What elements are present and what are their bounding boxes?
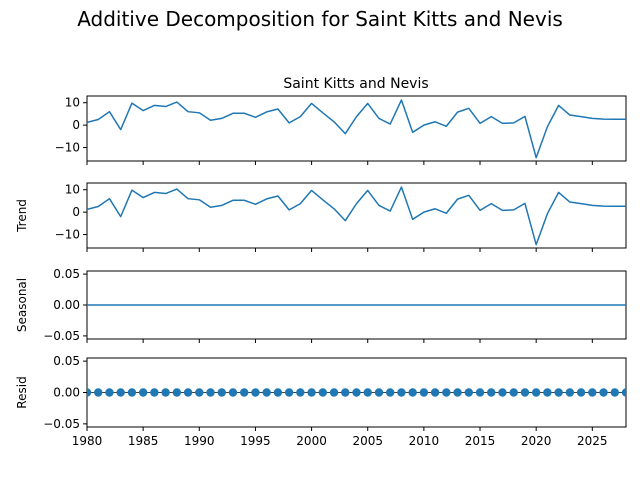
resid-point <box>150 388 159 397</box>
resid-point <box>397 388 406 397</box>
series-group-resid <box>87 388 626 397</box>
x-tick-label: 2000 <box>296 434 327 448</box>
y-axis-label-trend: Trend <box>15 199 29 233</box>
y-axis-label-seasonal: Seasonal <box>15 278 29 332</box>
resid-point <box>172 388 182 397</box>
y-tick-label-seasonal: −0.05 <box>43 329 80 343</box>
resid-point <box>576 388 586 397</box>
x-tick-label: 1990 <box>184 434 215 448</box>
panel-observed: 10 0 −10 <box>55 95 627 165</box>
resid-point <box>195 388 204 397</box>
resid-point <box>408 388 417 397</box>
chart-title: Saint Kitts and Nevis <box>283 76 428 92</box>
resid-point <box>565 388 575 397</box>
y-axis-label-resid: Resid <box>15 376 29 408</box>
panel-trend: 10 0 −10 Trend <box>15 182 627 252</box>
series-line-trend <box>87 186 626 246</box>
resid-point <box>610 388 619 397</box>
resid-point <box>87 388 92 397</box>
resid-point <box>94 388 103 397</box>
x-tick-label: 2025 <box>577 434 608 448</box>
resid-point <box>352 388 361 397</box>
resid-point <box>520 388 530 397</box>
resid-point <box>363 388 372 397</box>
resid-point <box>273 388 283 397</box>
resid-point <box>487 388 496 397</box>
y-tick-label-resid: 0.05 <box>53 354 80 368</box>
resid-point <box>116 388 125 397</box>
panel-seasonal: 0.05 0.00 −0.05 Seasonal <box>15 267 627 343</box>
resid-point <box>475 388 485 397</box>
y-tick-label-trend: 10 <box>65 183 80 197</box>
resid-point <box>442 388 451 397</box>
resid-point <box>127 388 137 397</box>
resid-point <box>329 388 339 397</box>
resid-point <box>464 388 473 397</box>
resid-point <box>453 388 462 397</box>
resid-point <box>262 388 271 397</box>
resid-point <box>531 388 541 397</box>
panel-frame-trend <box>86 182 627 249</box>
resid-point <box>105 388 114 397</box>
y-tick-label-seasonal: 0.05 <box>53 267 80 281</box>
resid-point <box>307 388 316 397</box>
x-tick-label: 1995 <box>240 434 271 448</box>
resid-point <box>543 388 552 397</box>
resid-point <box>284 388 294 397</box>
resid-point <box>341 388 350 397</box>
resid-point <box>509 388 518 397</box>
y-tick-label-seasonal: 0.00 <box>53 298 80 312</box>
figure-suptitle: Additive Decomposition for Saint Kitts a… <box>77 7 563 31</box>
resid-point <box>228 388 238 397</box>
resid-point <box>318 388 328 397</box>
resid-point <box>240 388 249 397</box>
resid-point <box>498 388 507 397</box>
resid-point <box>161 388 170 397</box>
x-tick-label: 2020 <box>521 434 552 448</box>
x-tick-label: 2010 <box>409 434 440 448</box>
panels-group: 100−10100−10Trend0.050.00−0.05Seasonal0.… <box>15 95 627 448</box>
series-group-trend <box>87 186 626 246</box>
resid-point <box>183 388 193 397</box>
panel-resid: 0.05 0.00 −0.05 1980 1985 1990 1995 2000 2005 201… <box>15 354 627 448</box>
resid-point <box>554 388 563 397</box>
resid-point <box>374 388 384 397</box>
series-group-observed <box>87 99 626 159</box>
resid-point <box>621 388 626 397</box>
resid-point <box>599 388 608 397</box>
resid-point <box>296 388 305 397</box>
x-tick-label: 2015 <box>465 434 496 448</box>
resid-point <box>419 388 429 397</box>
y-tick-label-observed: 0 <box>72 118 80 132</box>
resid-point <box>217 388 226 397</box>
resid-point <box>251 388 260 397</box>
resid-point <box>385 388 395 397</box>
y-tick-label-resid: 0.00 <box>53 386 80 400</box>
y-tick-label-observed: 10 <box>65 96 80 110</box>
x-tick-label: 2005 <box>352 434 383 448</box>
resid-point <box>138 388 148 397</box>
panel-frame-observed <box>86 95 627 162</box>
resid-point <box>588 388 597 397</box>
resid-point <box>206 388 215 397</box>
x-tick-label: 1985 <box>128 434 159 448</box>
y-tick-label-observed: −10 <box>55 141 80 155</box>
x-tick-label: 1980 <box>72 434 103 448</box>
series-line-observed <box>87 99 626 159</box>
resid-point <box>430 388 440 397</box>
y-tick-label-trend: 0 <box>72 205 80 219</box>
y-tick-label-resid: −0.05 <box>43 417 80 431</box>
y-tick-label-trend: −10 <box>55 228 80 242</box>
